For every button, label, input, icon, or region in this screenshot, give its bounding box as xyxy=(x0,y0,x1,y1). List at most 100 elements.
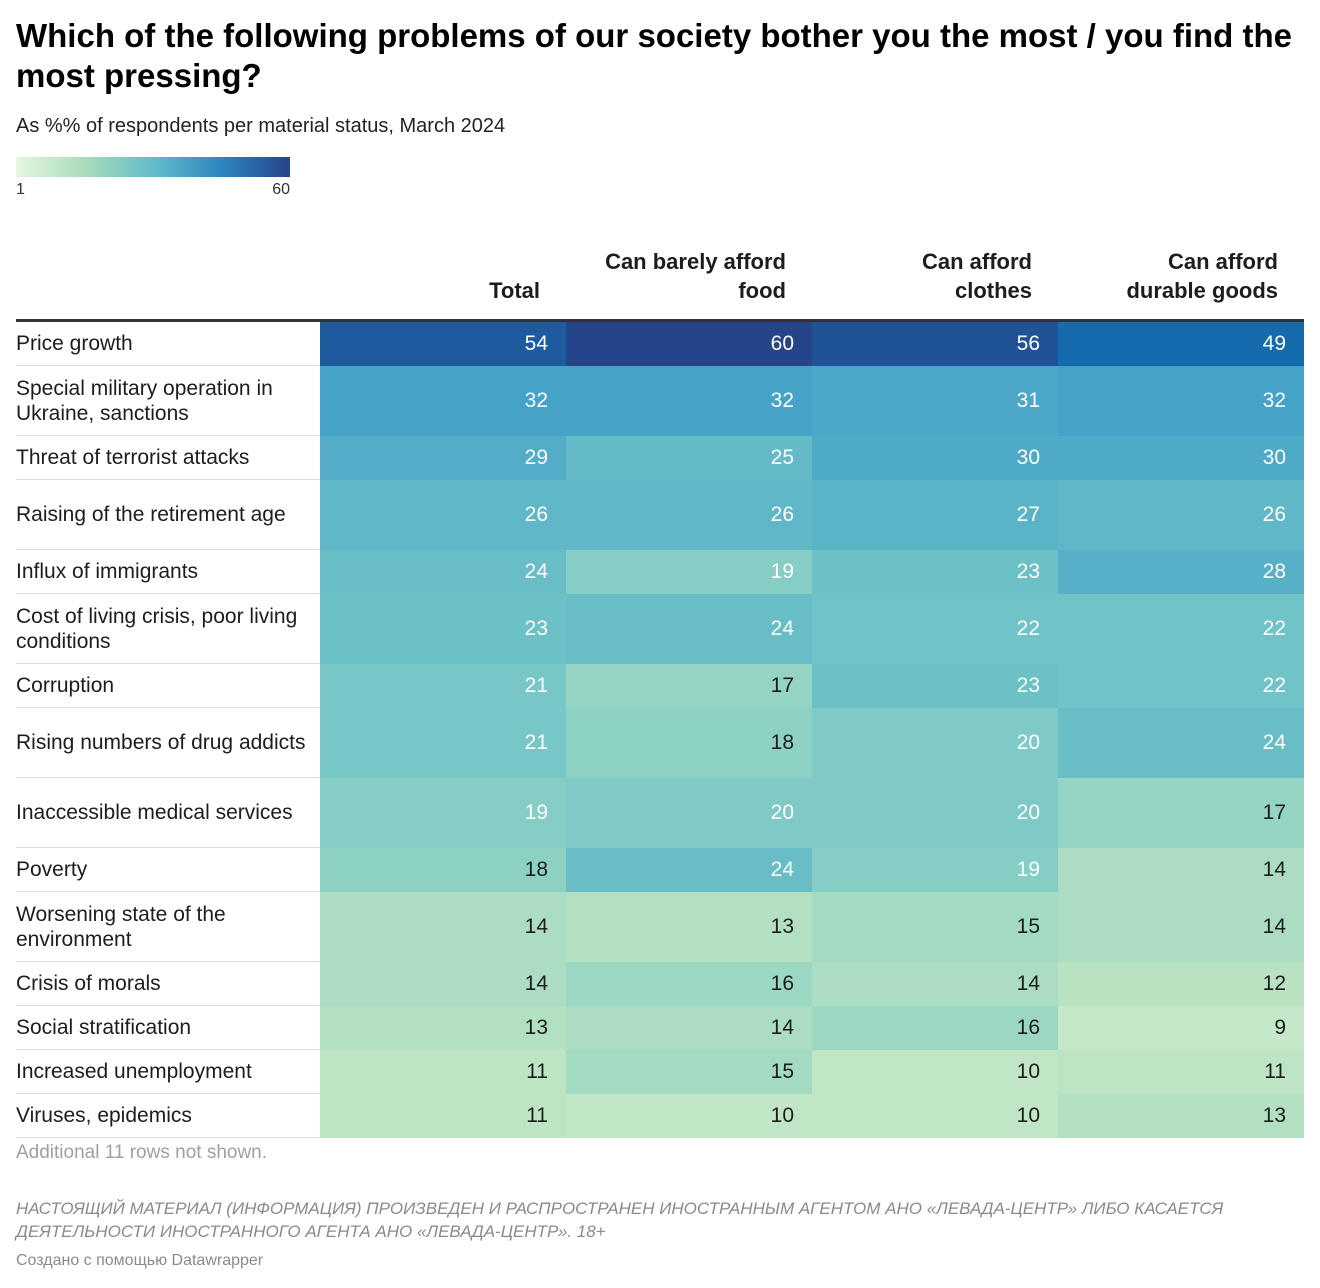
heat-cell: 12 xyxy=(1058,961,1304,1006)
heat-cell: 15 xyxy=(566,1049,812,1094)
column-header-total: Total xyxy=(320,238,566,322)
table-row: Viruses, epidemics 11 10 10 13 xyxy=(16,1093,1304,1138)
table-row: Social stratification 13 14 16 9 xyxy=(16,1005,1304,1050)
column-header-afford-durable-goods: Can afford durable goods xyxy=(1058,238,1304,322)
header-label-column xyxy=(16,238,320,322)
heat-cell: 20 xyxy=(566,777,812,848)
heat-cell: 29 xyxy=(320,435,566,480)
row-label: Poverty xyxy=(16,847,320,892)
table-row: Corruption 21 17 23 22 xyxy=(16,663,1304,708)
heat-cell: 19 xyxy=(566,549,812,594)
column-header-barely-afford-food: Can barely afford food xyxy=(566,238,812,322)
row-label: Corruption xyxy=(16,663,320,708)
heat-cell: 10 xyxy=(812,1049,1058,1094)
heat-cell: 25 xyxy=(566,435,812,480)
row-label: Rising numbers of drug addicts xyxy=(16,707,320,778)
heat-cell: 11 xyxy=(320,1093,566,1138)
row-label: Inaccessible medical services xyxy=(16,777,320,848)
table-row: Worsening state of the environment 14 13 15… xyxy=(16,891,1304,962)
heat-cell: 11 xyxy=(320,1049,566,1094)
heat-cell: 14 xyxy=(320,891,566,962)
legend-max-label: 60 xyxy=(272,181,290,198)
heat-cell: 23 xyxy=(812,663,1058,708)
table-row: Rising numbers of drug addicts 21 18 20 24 xyxy=(16,707,1304,778)
heat-cell: 10 xyxy=(566,1093,812,1138)
heat-cell: 16 xyxy=(566,961,812,1006)
heat-cell: 24 xyxy=(1058,707,1304,778)
heat-cell: 32 xyxy=(1058,365,1304,436)
heat-cell: 14 xyxy=(1058,847,1304,892)
heat-cell: 17 xyxy=(1058,777,1304,848)
heat-cell: 22 xyxy=(1058,593,1304,664)
heat-cell: 24 xyxy=(566,847,812,892)
row-label: Social stratification xyxy=(16,1005,320,1050)
row-label: Influx of immigrants xyxy=(16,549,320,594)
row-label: Special military operation in Ukraine, s… xyxy=(16,365,320,436)
heat-cell: 18 xyxy=(566,707,812,778)
heat-cell: 56 xyxy=(812,320,1058,366)
heat-cell: 27 xyxy=(812,479,1058,550)
table-row: Price growth 54 60 56 49 xyxy=(16,320,1304,366)
heat-cell: 49 xyxy=(1058,320,1304,366)
table-row: Increased unemployment 11 15 10 11 xyxy=(16,1049,1304,1094)
heatmap-table: Total Can barely afford food Can afford cl… xyxy=(16,238,1304,1138)
heat-cell: 10 xyxy=(812,1093,1058,1138)
heat-cell: 21 xyxy=(320,707,566,778)
table-row: Influx of immigrants 24 19 23 28 xyxy=(16,549,1304,594)
row-label: Viruses, epidemics xyxy=(16,1093,320,1138)
heat-cell: 19 xyxy=(812,847,1058,892)
chart-title: Which of the following problems of our s… xyxy=(16,17,1292,94)
heat-cell: 16 xyxy=(812,1005,1058,1050)
heat-cell: 30 xyxy=(812,435,1058,480)
table-row: Crisis of morals 14 16 14 12 xyxy=(16,961,1304,1006)
heat-cell: 13 xyxy=(1058,1093,1304,1138)
heat-cell: 26 xyxy=(566,479,812,550)
header-row: Total Can barely afford food Can afford cl… xyxy=(16,238,1304,322)
heat-cell: 60 xyxy=(566,320,812,366)
chart-subtitle: As %% of respondents per material status… xyxy=(16,115,506,137)
heat-cell: 26 xyxy=(320,479,566,550)
heat-cell: 24 xyxy=(566,593,812,664)
heat-cell: 26 xyxy=(1058,479,1304,550)
heat-cell: 32 xyxy=(320,365,566,436)
heat-cell: 31 xyxy=(812,365,1058,436)
table-row: Raising of the retirement age 26 26 27 26 xyxy=(16,479,1304,550)
heat-cell: 11 xyxy=(1058,1049,1304,1094)
heat-cell: 13 xyxy=(566,891,812,962)
heat-cell: 54 xyxy=(320,320,566,366)
datawrapper-credit: Создано с помощью Datawrapper xyxy=(16,1252,264,1269)
row-label: Threat of terrorist attacks xyxy=(16,435,320,480)
row-label: Crisis of morals xyxy=(16,961,320,1006)
heat-cell: 28 xyxy=(1058,549,1304,594)
heat-cell: 23 xyxy=(320,593,566,664)
legend-min-label: 1 xyxy=(16,181,25,198)
foreign-agent-disclaimer: НАСТОЯЩИЙ МАТЕРИАЛ (ИНФОРМАЦИЯ) ПРОИЗВЕД… xyxy=(16,1199,1224,1241)
heat-cell: 32 xyxy=(566,365,812,436)
color-scale-legend xyxy=(16,157,290,177)
table-row: Poverty 18 24 19 14 xyxy=(16,847,1304,892)
row-label: Cost of living crisis, poor living condi… xyxy=(16,593,320,664)
heat-cell: 23 xyxy=(812,549,1058,594)
table-row: Cost of living crisis, poor living condi… xyxy=(16,593,1304,664)
heat-cell: 13 xyxy=(320,1005,566,1050)
table-row: Threat of terrorist attacks 29 25 30 30 xyxy=(16,435,1304,480)
heat-cell: 22 xyxy=(1058,663,1304,708)
rows-not-shown-note: Additional 11 rows not shown. xyxy=(16,1142,268,1163)
row-label: Worsening state of the environment xyxy=(16,891,320,962)
heat-cell: 24 xyxy=(320,549,566,594)
heat-cell: 22 xyxy=(812,593,1058,664)
table-row: Inaccessible medical services 19 20 20 17 xyxy=(16,777,1304,848)
heat-cell: 30 xyxy=(1058,435,1304,480)
heat-cell: 21 xyxy=(320,663,566,708)
heat-cell: 17 xyxy=(566,663,812,708)
heat-cell: 14 xyxy=(320,961,566,1006)
heat-cell: 15 xyxy=(812,891,1058,962)
column-header-afford-clothes: Can afford clothes xyxy=(812,238,1058,322)
heat-cell: 18 xyxy=(320,847,566,892)
row-label: Raising of the retirement age xyxy=(16,479,320,550)
heat-cell: 14 xyxy=(566,1005,812,1050)
row-label: Price growth xyxy=(16,320,320,366)
heat-cell: 20 xyxy=(812,777,1058,848)
heat-cell: 19 xyxy=(320,777,566,848)
row-label: Increased unemployment xyxy=(16,1049,320,1094)
